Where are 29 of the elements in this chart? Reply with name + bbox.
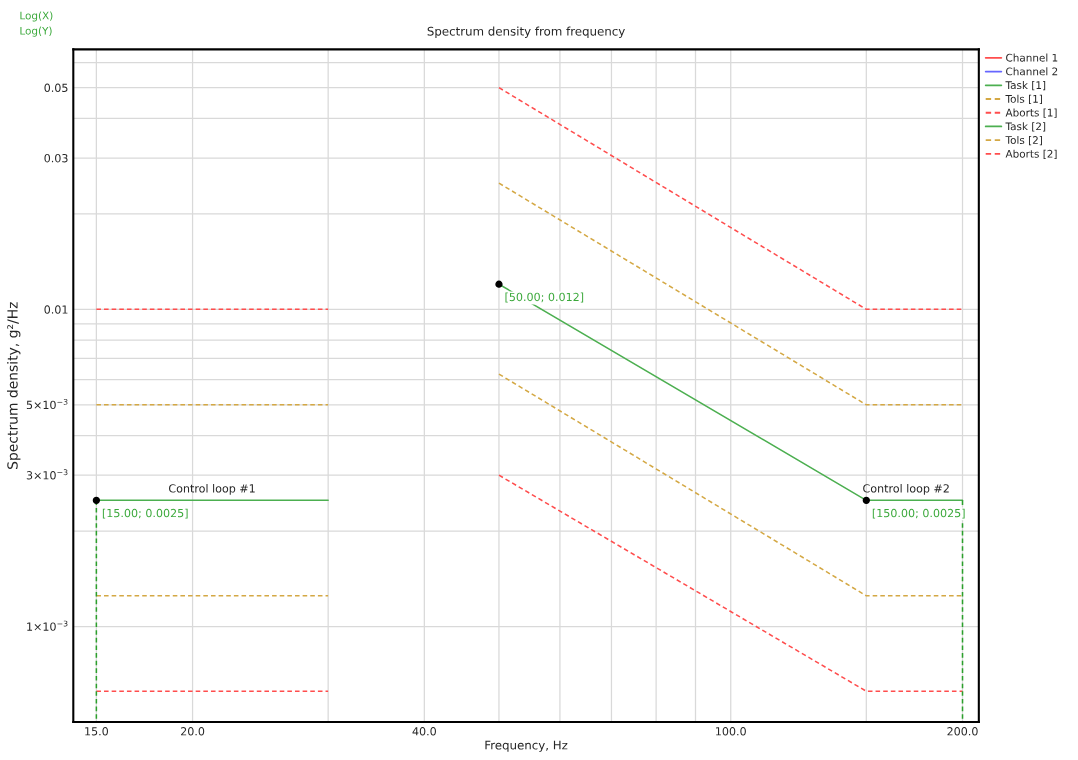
y-tick-label: 0.03: [44, 153, 68, 163]
x-tick-label: 100.0: [716, 727, 746, 736]
data-label: [150.00; 0.0025]: [872, 508, 965, 519]
text: Log(X): [20, 11, 53, 22]
legend-label: Task [1]: [1005, 81, 1046, 91]
y-tick-label: 1×10$^{−3}$: [27, 620, 68, 631]
y-tick-label: 3×10$^{−3}$: [26, 469, 68, 480]
y-tick-label: 0.01: [44, 305, 68, 314]
y-axis-title: Spectrum density, g²/Hz: [7, 302, 21, 469]
x-tick-label: 15.0: [85, 727, 109, 736]
x-tick-label: 20.0: [181, 727, 205, 736]
annotation: Control loop #1: [169, 483, 255, 495]
annotation: Control loop #2: [863, 483, 949, 495]
legend-label: Channel 2: [1006, 67, 1058, 76]
legend-label: Aborts [2]: [1005, 149, 1057, 159]
x-axis-title: Frequency, Hz: [485, 740, 568, 752]
legend-label: Aborts [1]: [1005, 108, 1057, 118]
chart-title: Spectrum density from frequency: [427, 26, 625, 38]
legend-label: Tols [2]: [1005, 135, 1042, 146]
x-tick-label: 200.0: [947, 727, 978, 736]
legend-label: Tols [1]: [1005, 94, 1042, 105]
legend-label: Task [2]: [1005, 122, 1046, 132]
data-label: [50.00; 0.012]: [505, 292, 584, 303]
y-tick-label: 0.05: [44, 83, 68, 93]
x-tick-label: 40.0: [412, 727, 436, 736]
legend-label: Channel 1: [1006, 53, 1058, 62]
data-label: [15.00; 0.0025]: [102, 508, 188, 519]
text: Log(Y): [20, 26, 52, 37]
y-tick-label: 5×10$^{−3}$: [26, 398, 68, 410]
